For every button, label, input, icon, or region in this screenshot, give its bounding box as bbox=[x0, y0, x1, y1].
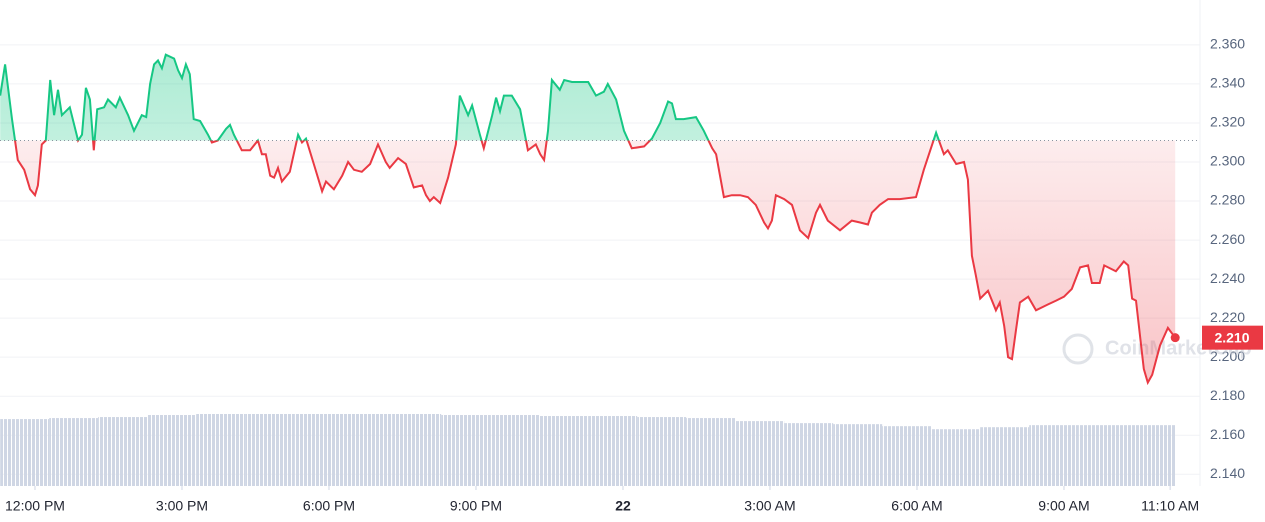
volume-bar bbox=[784, 423, 834, 486]
price-line-up bbox=[0, 53, 941, 141]
volume-bar bbox=[1078, 425, 1128, 486]
volume-bar bbox=[294, 414, 344, 486]
volume-bar bbox=[343, 414, 393, 486]
y-tick-label: 2.240 bbox=[1210, 270, 1245, 286]
y-tick-label: 2.180 bbox=[1210, 387, 1245, 403]
x-tick-label: 9:00 PM bbox=[450, 498, 502, 514]
x-tick-label: 11:10 AM bbox=[1141, 498, 1199, 514]
price-line-down bbox=[14, 140, 1177, 386]
x-tick-label: 6:00 AM bbox=[891, 498, 942, 514]
volume-bar bbox=[882, 426, 932, 486]
x-tick-label: 22 bbox=[615, 498, 631, 514]
volume-bar bbox=[245, 414, 295, 486]
volume-bar bbox=[980, 427, 1030, 486]
watermark-logo bbox=[1062, 333, 1094, 365]
x-tick-label: 3:00 AM bbox=[744, 498, 795, 514]
x-tick-label: 3:00 PM bbox=[156, 498, 208, 514]
y-tick-label: 2.160 bbox=[1210, 426, 1245, 442]
volume-bar bbox=[588, 416, 638, 486]
y-tick-label: 2.140 bbox=[1210, 465, 1245, 481]
volume-bar bbox=[441, 415, 491, 486]
volume-bar bbox=[98, 417, 148, 486]
current-price-box bbox=[1202, 325, 1263, 350]
y-tick-label: 2.260 bbox=[1210, 231, 1245, 247]
y-tick-label: 2.320 bbox=[1210, 114, 1245, 130]
volume-bar bbox=[0, 419, 50, 486]
volume-bar bbox=[392, 414, 442, 486]
y-tick-label: 2.220 bbox=[1210, 309, 1245, 325]
current-price-label: 2.210 bbox=[1214, 329, 1249, 345]
volume-bar bbox=[686, 418, 736, 486]
volume-bar bbox=[539, 416, 589, 486]
y-tick-label: 2.300 bbox=[1210, 153, 1245, 169]
volume-bar bbox=[931, 429, 981, 486]
volume-bar bbox=[1029, 425, 1079, 486]
y-tick-label: 2.200 bbox=[1210, 348, 1245, 364]
volume-bar bbox=[1127, 425, 1176, 486]
volume-bar bbox=[196, 414, 246, 486]
volume-bar bbox=[735, 421, 785, 486]
volume-bar bbox=[490, 415, 540, 486]
volume-bar bbox=[49, 418, 99, 486]
volume-bar bbox=[147, 415, 197, 486]
x-tick-label: 9:00 AM bbox=[1038, 498, 1089, 514]
y-tick-label: 2.340 bbox=[1210, 75, 1245, 91]
area-up bbox=[0, 54, 1176, 141]
volume-bar bbox=[637, 417, 687, 486]
volume-bar bbox=[833, 424, 883, 486]
x-tick-label: 6:00 PM bbox=[303, 498, 355, 514]
y-tick-label: 2.280 bbox=[1210, 192, 1245, 208]
last-point bbox=[1170, 333, 1180, 343]
x-tick-label: 12:00 PM bbox=[5, 498, 65, 514]
y-tick-label: 2.360 bbox=[1210, 36, 1245, 52]
